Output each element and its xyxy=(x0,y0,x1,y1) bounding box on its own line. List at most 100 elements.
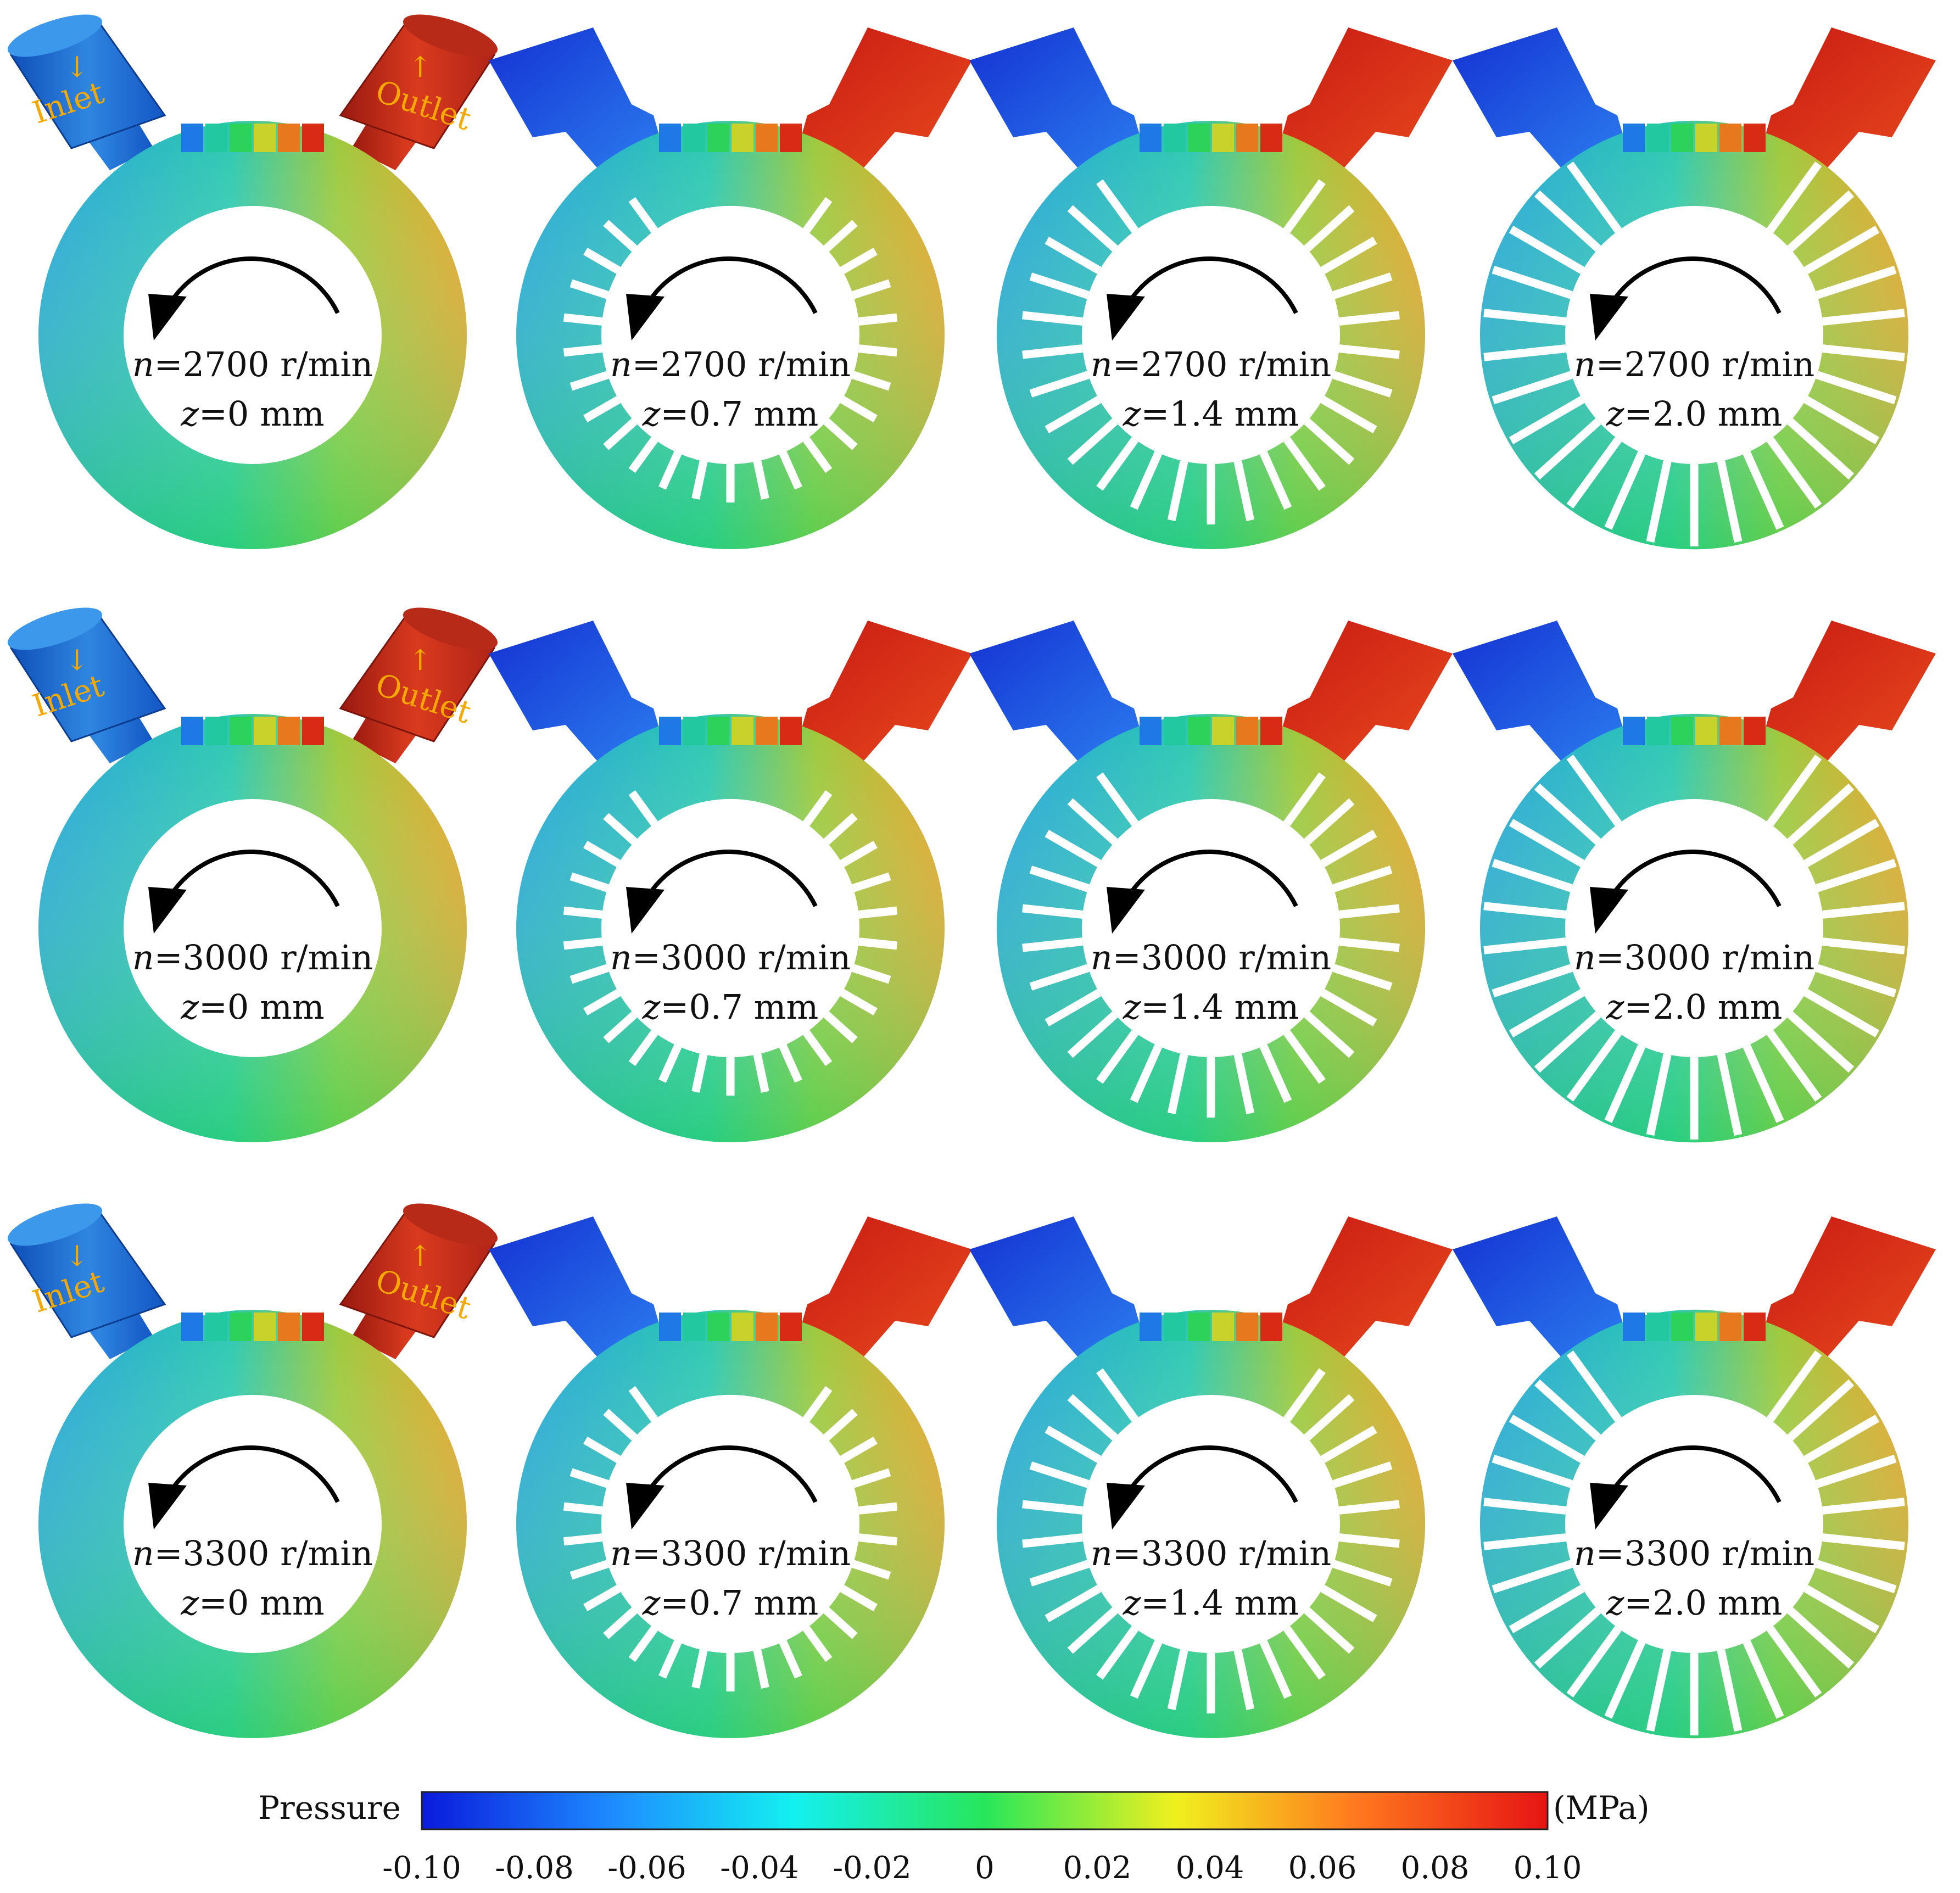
outlet-port xyxy=(796,621,972,769)
impeller-vanes xyxy=(1022,179,1400,524)
speed-label: n=2700 r/min xyxy=(1091,344,1331,384)
impeller-vanes xyxy=(1483,1350,1905,1735)
rotation-arrowhead-icon xyxy=(626,887,664,934)
pressure-ring xyxy=(1480,120,1909,550)
rotation-arrowhead-icon xyxy=(1107,294,1145,340)
rotation-arrowhead-icon xyxy=(1107,887,1145,934)
impeller-vanes xyxy=(563,197,898,502)
z-position-label: z=0.7 mm xyxy=(642,987,819,1027)
outlet-port xyxy=(1760,1216,1936,1365)
impeller-vanes xyxy=(1483,161,1905,546)
colorbar-title: Pressure xyxy=(258,1789,401,1827)
impeller-vanes xyxy=(1483,755,1905,1140)
rotation-arrowhead-icon xyxy=(1590,294,1628,340)
rotor-hub-area xyxy=(125,800,381,1056)
outlet-arrow-icon: ↑ xyxy=(408,644,432,677)
rotor-hub-area xyxy=(125,1396,381,1652)
inlet-port xyxy=(7,14,166,170)
outlet-port xyxy=(1760,621,1936,769)
rotation-arrow-icon xyxy=(165,850,340,907)
rotation-arrow-icon xyxy=(1124,256,1298,314)
speed-label: n=3300 r/min xyxy=(610,1533,851,1573)
contour-panel: n=3000 r/min z=1.4 mm xyxy=(969,621,1453,1142)
outlet-port xyxy=(1277,1216,1453,1365)
impeller-vanes xyxy=(563,1386,898,1691)
z-position-label: z=2.0 mm xyxy=(1606,1583,1783,1623)
rotation-arrow-icon xyxy=(1607,1445,1782,1503)
pressure-ring xyxy=(997,121,1425,549)
rotor-hub-area xyxy=(602,1396,858,1652)
speed-label: n=3300 r/min xyxy=(1091,1533,1331,1573)
rotation-arrowhead-icon xyxy=(148,887,187,934)
impeller-vanes xyxy=(563,790,898,1096)
z-position-label: z=1.4 mm xyxy=(1123,987,1299,1027)
rotation-arrow-icon xyxy=(1607,256,1782,314)
rotor-hub-area xyxy=(125,207,381,463)
pressure-ring xyxy=(38,1310,467,1738)
colorbar-gradient xyxy=(421,1791,1549,1830)
rotor-hub-area xyxy=(1083,207,1339,463)
outlet-port xyxy=(339,14,498,170)
inlet-port xyxy=(1453,1216,1628,1365)
speed-label: n=2700 r/min xyxy=(1574,344,1814,384)
pressure-ring xyxy=(38,121,467,549)
pressure-ring xyxy=(997,1310,1425,1738)
outlet-port xyxy=(339,1203,498,1359)
z-position-label: z=2.0 mm xyxy=(1606,987,1783,1027)
rotation-arrowhead-icon xyxy=(626,1483,664,1529)
speed-label: n=3000 r/min xyxy=(132,937,373,978)
colorbar-ticks: -0.10 -0.08 -0.06 -0.04 -0.02 0 0.02 0.04 0.06 0.… xyxy=(382,1850,1582,1886)
rotor-hub-area xyxy=(1566,207,1822,463)
inlet-port xyxy=(489,27,664,176)
impeller-vanes xyxy=(1022,1368,1400,1713)
rotation-arrow-icon xyxy=(165,256,340,314)
colorbar-tick-label: -0.10 xyxy=(382,1850,461,1886)
rotor-hub-area xyxy=(1083,1396,1339,1652)
rotation-arrowhead-icon xyxy=(148,294,187,340)
inlet-port xyxy=(969,621,1145,769)
speed-label: n=2700 r/min xyxy=(132,344,373,384)
colorbar-tick-label: 0.10 xyxy=(1514,1850,1582,1886)
colorbar: Pressure (MPa) -0.10 -0.08 -0.06 -0.04 -0.02… xyxy=(258,1789,1650,1886)
contour-panel: n=2700 r/min z=2.0 mm xyxy=(1453,27,1936,550)
z-position-label: z=0.7 mm xyxy=(642,394,819,434)
contour-panel: n=3000 r/min z=2.0 mm xyxy=(1453,621,1936,1143)
speed-label: n=3300 r/min xyxy=(1574,1533,1814,1573)
rotation-arrow-icon xyxy=(1607,850,1782,907)
outlet-arrow-icon: ↑ xyxy=(408,1240,432,1273)
contour-panel: n=2700 r/min z=0.7 mm xyxy=(489,27,972,549)
inlet-port xyxy=(489,621,664,769)
rotor-hub-area xyxy=(1566,800,1822,1056)
impeller-vanes xyxy=(1022,772,1400,1118)
speed-label: n=2700 r/min xyxy=(610,344,851,384)
colorbar-tick-label: 0.02 xyxy=(1063,1850,1132,1886)
pressure-ring xyxy=(516,121,945,549)
inlet-arrow-icon: ↓ xyxy=(65,1240,89,1273)
outlet-port xyxy=(339,607,498,763)
colorbar-tick-label: -0.08 xyxy=(495,1850,574,1886)
rotation-arrowhead-icon xyxy=(1107,1483,1145,1529)
colorbar-tick-label: 0.04 xyxy=(1176,1850,1244,1886)
contour-panel: n=2700 r/min z=1.4 mm xyxy=(969,27,1453,549)
rotation-arrow-icon xyxy=(165,1445,340,1503)
colorbar-tick-label: -0.04 xyxy=(720,1850,799,1886)
rotation-arrow-icon xyxy=(1124,1445,1298,1503)
pressure-ring xyxy=(1479,713,1909,1143)
rotor-hub-area xyxy=(602,207,858,463)
rotation-arrow-icon xyxy=(1124,850,1298,907)
outlet-port xyxy=(1760,27,1936,176)
inlet-port xyxy=(489,1216,664,1365)
pressure-ring xyxy=(516,714,945,1142)
z-position-label: z=2.0 mm xyxy=(1606,394,1783,434)
inlet-arrow-icon: ↓ xyxy=(65,644,89,677)
z-position-label: z=0 mm xyxy=(180,1583,324,1623)
z-position-label: z=0.7 mm xyxy=(642,1583,819,1623)
inlet-arrow-icon: ↓ xyxy=(65,51,89,84)
outlet-port xyxy=(796,1216,972,1365)
outlet-port xyxy=(1277,27,1453,176)
colorbar-unit: (MPa) xyxy=(1553,1789,1650,1827)
pressure-ring xyxy=(516,1310,945,1738)
